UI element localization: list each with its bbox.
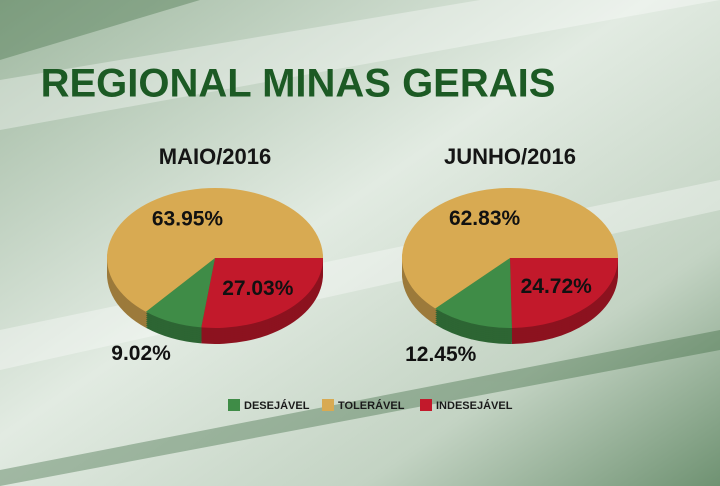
legend-swatch <box>420 399 432 411</box>
pie-slice <box>107 188 323 312</box>
pie-title: MAIO/2016 <box>159 144 272 169</box>
pie-slice <box>402 188 618 309</box>
value-label: 9.02% <box>111 342 171 365</box>
legend-label: INDESEJÁVEL <box>436 399 513 412</box>
legend: DESEJÁVEL TOLERÁVEL INDESEJÁVEL <box>228 399 513 412</box>
legend-swatch <box>228 399 240 411</box>
pie-title: JUNHO/2016 <box>444 144 576 169</box>
value-label: 62.83% <box>449 207 521 230</box>
pie-slice <box>510 258 618 328</box>
value-label: 27.03% <box>222 277 294 300</box>
value-label: 63.95% <box>152 208 224 231</box>
legend-swatch <box>322 399 334 411</box>
value-label: 12.45% <box>405 343 477 366</box>
pie-slice <box>145 258 215 328</box>
legend-label: TOLERÁVEL <box>338 399 405 412</box>
chart-title: REGIONAL MINAS GERAIS <box>41 62 556 106</box>
pie-slice <box>201 258 323 328</box>
pie-slice <box>435 258 512 328</box>
charts: MAIO/2016 27.03% 9.02% 63.95% JUNHO/2016 24.7… <box>107 144 618 366</box>
value-label: 24.72% <box>521 275 593 298</box>
legend-label: DESEJÁVEL <box>244 399 310 412</box>
